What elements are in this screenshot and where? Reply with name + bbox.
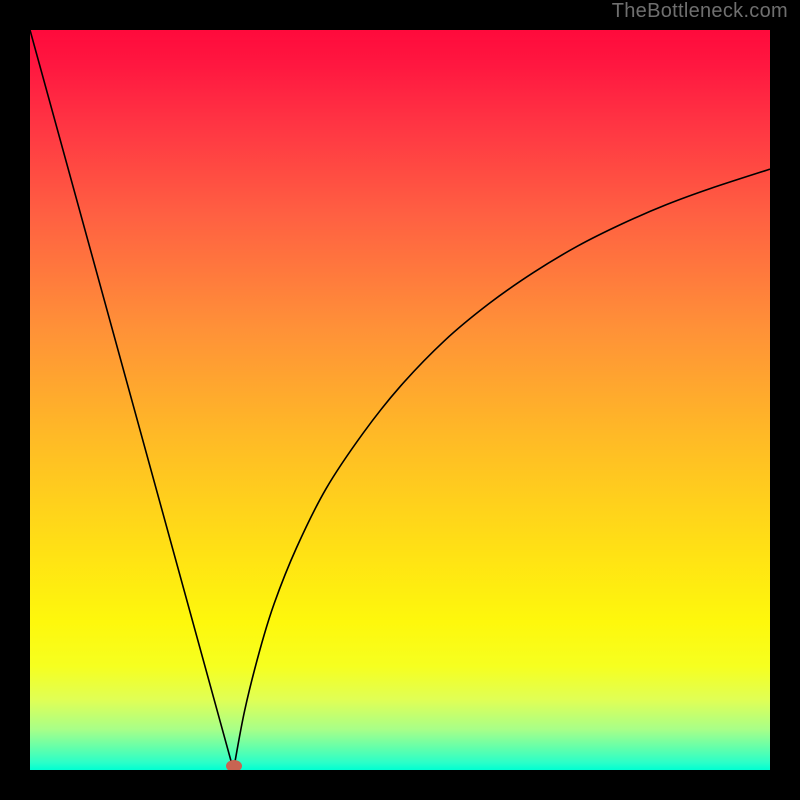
plot-area	[30, 30, 770, 770]
watermark-text: TheBottleneck.com	[612, 0, 788, 23]
curve-svg	[30, 30, 770, 770]
chart-container: TheBottleneck.com	[0, 0, 800, 800]
bottleneck-curve	[30, 30, 770, 770]
minimum-marker	[226, 760, 242, 770]
